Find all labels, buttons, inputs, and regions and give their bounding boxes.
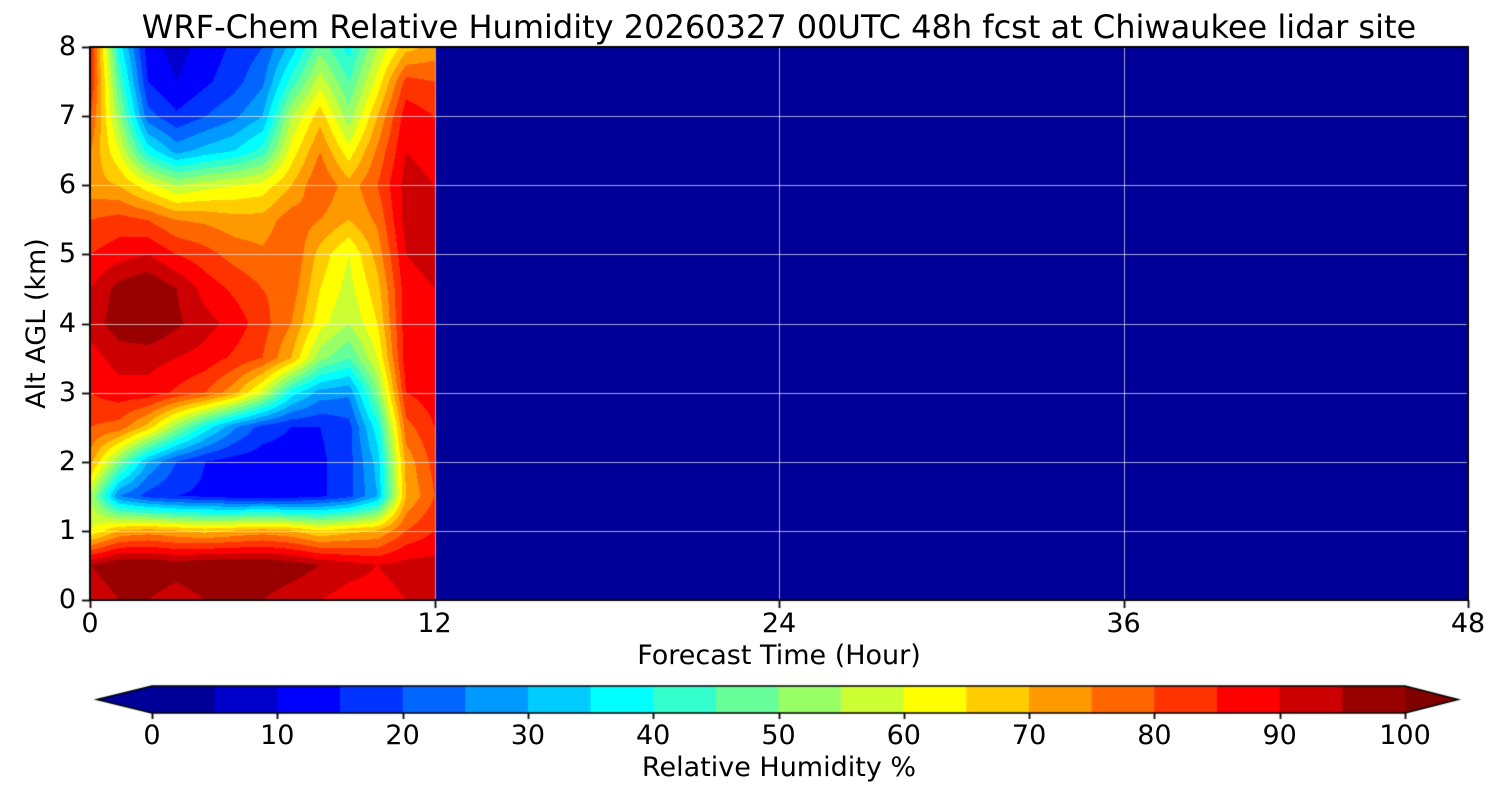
- x-tick-label: 0: [81, 608, 99, 639]
- y-tick-label: 1: [58, 514, 76, 546]
- colorbar-tick-label: 40: [636, 720, 671, 751]
- colorbar-tick-label: 90: [1262, 720, 1297, 751]
- y-tick-label: 7: [58, 100, 76, 132]
- y-tick-label: 8: [58, 31, 76, 62]
- colorbar-label: Relative Humidity %: [641, 752, 917, 783]
- colorbar-tick-label: 80: [1137, 720, 1172, 751]
- x-tick-label: 24: [761, 608, 797, 639]
- x-tick-label: 12: [417, 608, 452, 639]
- x-tick-label: 36: [1106, 608, 1141, 639]
- colorbar-tick-label: 50: [761, 720, 796, 751]
- y-tick-label: 6: [58, 169, 76, 201]
- y-tick-label: 3: [58, 376, 76, 408]
- chart-title: WRF-Chem Relative Humidity 20260327 00UT…: [141, 8, 1417, 46]
- y-tick-label: 2: [58, 445, 76, 477]
- colorbar-tick-label: 70: [1011, 720, 1047, 751]
- colorbar-tick-label: 10: [260, 720, 295, 751]
- y-tick-label: 0: [58, 584, 76, 615]
- y-tick-label: 4: [58, 307, 76, 339]
- x-tick-label: 48: [1450, 608, 1486, 639]
- colorbar-tick-label: 60: [886, 720, 921, 751]
- x-axis-label: Forecast Time (Hour): [637, 640, 921, 671]
- colorbar-tick-label: 30: [510, 720, 546, 751]
- y-tick-label: 5: [58, 238, 76, 270]
- colorbar-tick-label: 0: [143, 720, 161, 751]
- colorbar-tick-label: 20: [385, 720, 420, 751]
- colorbar-tick-label: 100: [1379, 720, 1431, 751]
